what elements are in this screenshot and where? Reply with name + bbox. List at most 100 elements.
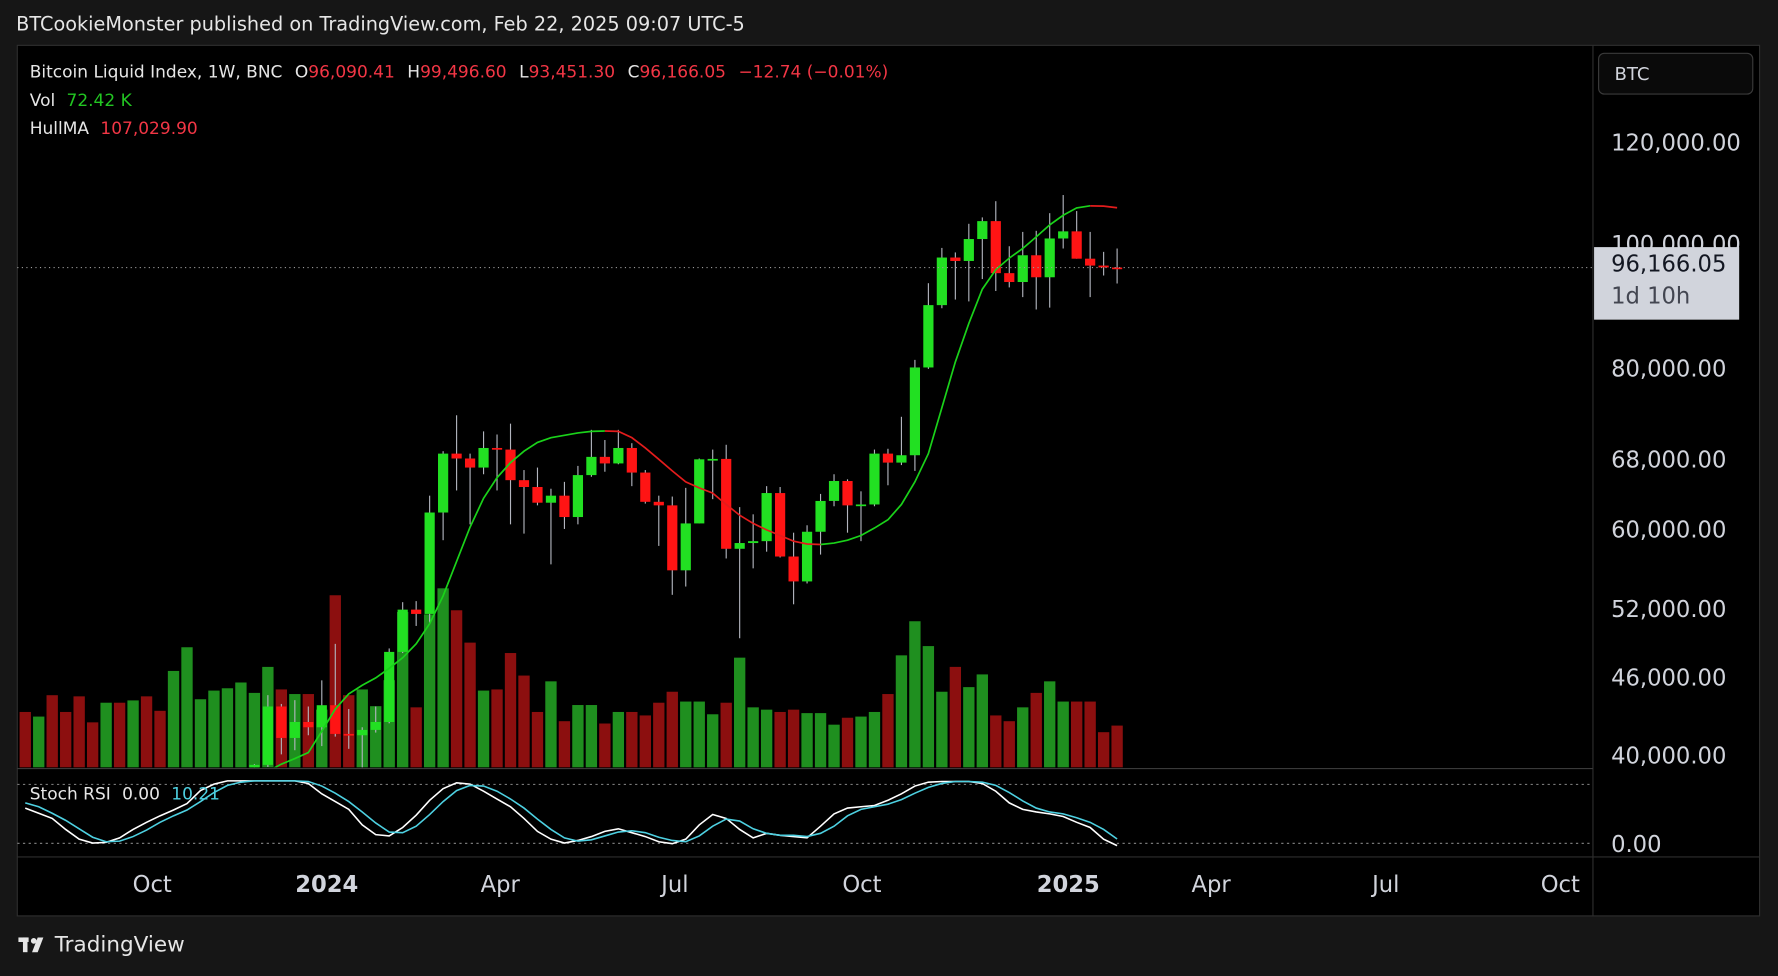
legend-volume: Vol 72.42 K — [30, 91, 133, 111]
candle-body — [262, 706, 273, 765]
legend-l-value: 93,451.30 — [529, 63, 616, 83]
volume-bar — [734, 657, 746, 768]
volume-bar — [19, 711, 31, 768]
volume-bar — [504, 653, 517, 768]
symbol-box[interactable] — [1598, 52, 1754, 95]
candle-body — [788, 556, 799, 582]
volume-bar — [100, 702, 112, 768]
logo-part — [32, 937, 44, 953]
volume-bar — [477, 690, 490, 768]
candle-body — [667, 505, 678, 571]
candle-body — [828, 481, 840, 501]
candle-body — [734, 543, 745, 549]
volume-bar — [707, 714, 719, 768]
legend-c: C — [628, 63, 640, 83]
candle-body — [1071, 231, 1082, 259]
volume-bar — [437, 588, 449, 768]
price-pane — [19, 195, 1123, 768]
candle-body — [653, 501, 664, 506]
volume-bar — [653, 702, 665, 768]
volume-bar — [855, 716, 867, 768]
volume-bar — [410, 707, 422, 768]
candle-body — [1058, 231, 1069, 239]
legend-stoch-d: 10.21 — [171, 785, 220, 805]
volume-bar — [922, 646, 935, 768]
volume-bar — [666, 691, 678, 768]
x-tick-label: Jul — [659, 872, 688, 898]
candle-body — [990, 221, 1001, 274]
candle-body — [963, 239, 974, 261]
candle-body — [869, 453, 880, 505]
volume-bar — [599, 723, 611, 768]
legend-stoch-name: Stoch RSI — [30, 785, 111, 805]
y-tick-label: 40,000.00 — [1611, 744, 1726, 770]
volume-bar — [909, 621, 921, 768]
volume-bar — [491, 689, 503, 768]
candle-body — [801, 531, 813, 582]
volume-bar — [828, 724, 840, 768]
volume-bar — [774, 711, 786, 768]
volume-bar — [545, 681, 557, 768]
hull-ma-line — [1090, 204, 1118, 209]
legend-volume-value: 72.42 K — [67, 91, 133, 111]
candle-body — [936, 257, 947, 306]
footer-brand: TradingView — [54, 932, 185, 957]
candle-body — [815, 500, 826, 532]
legend-hull: HullMA 107,029.90 — [30, 119, 198, 139]
candle-body — [451, 453, 462, 459]
candle-body — [478, 447, 489, 468]
volume-bar — [680, 701, 692, 768]
volume-bar — [464, 642, 476, 768]
y-tick-label: 120,000.00 — [1611, 130, 1741, 156]
candle-body — [559, 495, 570, 518]
legend-o-value: 96,090.41 — [308, 63, 395, 83]
candle-body — [1031, 255, 1042, 278]
volume-bar — [1111, 725, 1123, 768]
candle-body — [491, 447, 503, 450]
candle-body — [330, 705, 341, 734]
candle-body — [896, 455, 907, 463]
y-tick-label: 80,000.00 — [1611, 357, 1726, 383]
countdown-label: 1d 10h — [1611, 283, 1690, 309]
candle-body — [411, 609, 422, 614]
candle-body — [357, 729, 368, 736]
candle-body — [909, 367, 921, 456]
candle-body — [343, 733, 354, 736]
candle-body — [977, 221, 988, 240]
candle-body — [505, 449, 516, 481]
volume-bar — [531, 711, 544, 768]
candle-body — [276, 706, 287, 738]
volume-bar — [949, 666, 962, 768]
volume-bar — [693, 701, 705, 768]
symbol-box-label: BTC — [1614, 64, 1649, 85]
x-tick-label: Oct — [133, 872, 172, 898]
candle-body — [640, 472, 651, 502]
volume-bar — [127, 700, 139, 768]
tradingview-logo — [18, 937, 44, 953]
candle-body — [855, 504, 867, 507]
candle-body — [586, 456, 597, 476]
candle-body — [775, 493, 786, 557]
volume-bar — [450, 610, 463, 768]
volume-bar — [46, 695, 58, 768]
candle-body — [1112, 267, 1123, 270]
x-tick-label: Oct — [842, 872, 881, 898]
legend-hull-name: HullMA — [30, 119, 90, 139]
legend-stoch-k: 0.00 — [122, 785, 160, 805]
candle-body — [694, 459, 705, 524]
candle-body — [707, 458, 718, 461]
x-tick-label: 2025 — [1037, 872, 1100, 898]
marks: 120,000.00100,000.0080,000.0068,000.0060… — [17, 130, 1741, 898]
volume-bar — [1030, 692, 1042, 768]
volume-bar — [383, 680, 395, 768]
candle-body — [626, 447, 637, 473]
candle-body — [518, 480, 530, 488]
volume-bar — [814, 713, 827, 768]
y-tick-label: 68,000.00 — [1611, 447, 1726, 473]
legend-main: Bitcoin Liquid Index, 1W, BNC O96,090.41 H… — [30, 63, 889, 83]
volume-bar — [1084, 701, 1096, 768]
hull-ma-line — [273, 430, 605, 768]
hull-ma-line — [604, 430, 821, 546]
legend-l: L — [519, 63, 529, 83]
candle-body — [882, 453, 894, 463]
